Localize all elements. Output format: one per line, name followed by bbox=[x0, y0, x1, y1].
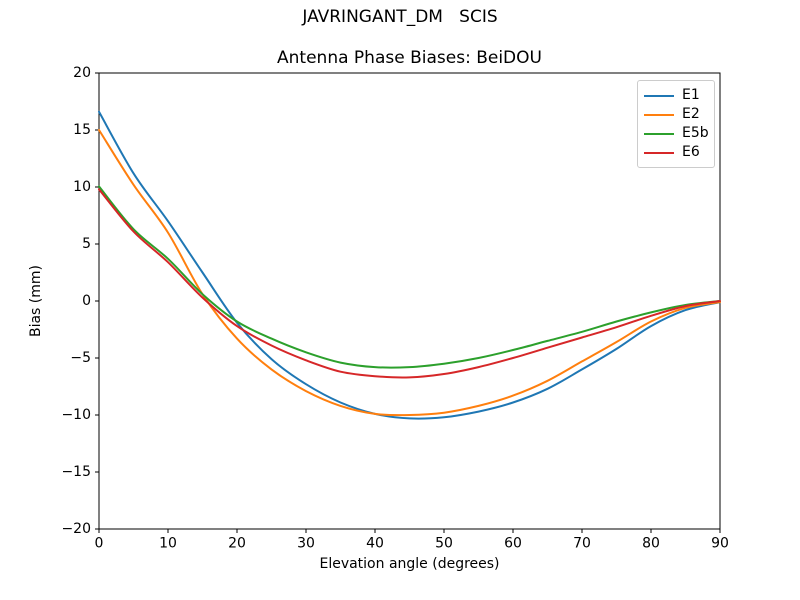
axes-frame bbox=[98, 72, 721, 530]
legend-label-E5b: E5b bbox=[682, 125, 709, 141]
y-tick-label: −15 bbox=[61, 464, 91, 480]
axes-title: Antenna Phase Biases: BeiDOU bbox=[277, 48, 542, 68]
x-tick-label: 60 bbox=[504, 536, 522, 552]
x-tick-label: 30 bbox=[297, 536, 315, 552]
legend: E1 E2 E5b E6 bbox=[637, 80, 715, 168]
x-tick-label: 80 bbox=[642, 536, 660, 552]
legend-swatch-E1 bbox=[644, 94, 674, 97]
legend-item-E1: E1 bbox=[644, 86, 714, 105]
legend-swatch-E6 bbox=[644, 151, 674, 154]
y-tick-label: 20 bbox=[73, 65, 91, 81]
x-tick-label: 50 bbox=[435, 536, 453, 552]
legend-swatch-E5b bbox=[644, 132, 674, 135]
x-tick-label: 70 bbox=[573, 536, 591, 552]
y-tick-label: −20 bbox=[61, 521, 91, 537]
series-line-E6 bbox=[98, 188, 721, 379]
series-line-E5b bbox=[98, 185, 721, 369]
x-tick-label: 40 bbox=[366, 536, 384, 552]
y-tick-label: 0 bbox=[82, 293, 91, 309]
x-tick-label: 10 bbox=[159, 536, 177, 552]
y-tick-label: 10 bbox=[73, 179, 91, 195]
legend-label-E2: E2 bbox=[682, 106, 700, 122]
legend-item-E2: E2 bbox=[644, 105, 714, 124]
legend-label-E1: E1 bbox=[682, 87, 700, 103]
y-tick-label: −5 bbox=[70, 350, 91, 366]
x-tick-label: 90 bbox=[711, 536, 729, 552]
y-tick-label: −10 bbox=[61, 407, 91, 423]
legend-label-E6: E6 bbox=[682, 144, 700, 160]
x-tick-label: 20 bbox=[228, 536, 246, 552]
y-tick-label: 15 bbox=[73, 122, 91, 138]
x-axis-label: Elevation angle (degrees) bbox=[319, 556, 500, 572]
series-line-E2 bbox=[98, 129, 721, 417]
y-axis-label: Bias (mm) bbox=[28, 264, 44, 338]
series-line-E1 bbox=[98, 110, 721, 420]
y-tick-label: 5 bbox=[82, 236, 91, 252]
legend-item-E5b: E5b bbox=[644, 124, 714, 143]
legend-swatch-E2 bbox=[644, 113, 674, 116]
figure-suptitle: JAVRINGANT_DM SCIS bbox=[302, 7, 498, 27]
x-tick-label: 0 bbox=[95, 536, 104, 552]
legend-item-E6: E6 bbox=[644, 143, 714, 162]
